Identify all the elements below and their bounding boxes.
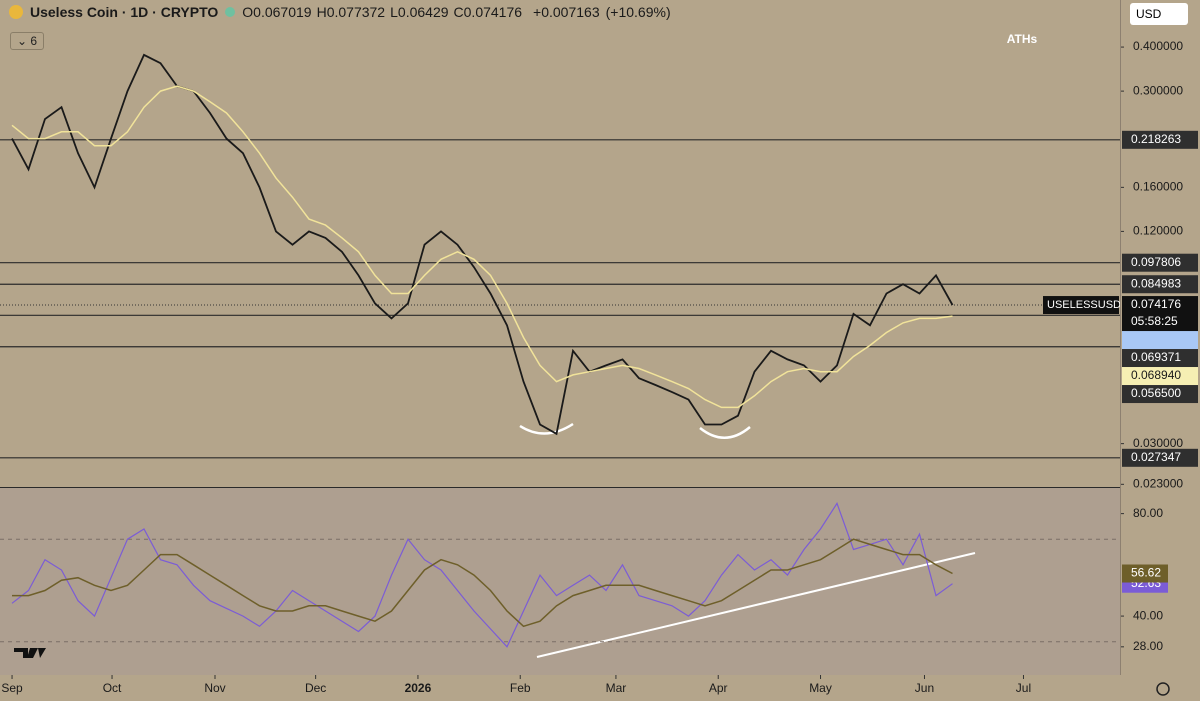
ohlc: O0.067019 H0.077372 L0.06429 C0.074176: [242, 4, 527, 20]
price-tag-bg: [1122, 385, 1198, 404]
status-dot: [225, 7, 236, 17]
ohlc-value: 0.074176: [463, 4, 523, 20]
annotation-curve: [519, 422, 574, 435]
y-tick-label: 0.400000: [1133, 39, 1183, 53]
y-tick-label: 40.00: [1133, 608, 1163, 622]
value-tag-bg: [1122, 574, 1168, 593]
annotation: ATHs: [1007, 32, 1038, 46]
y-tick-label: 0.030000: [1133, 436, 1183, 450]
currency: USD: [1136, 7, 1162, 21]
series-line: [11, 53, 954, 436]
header: Useless Coin · 1D · CRYPTO O0.067019 H0.0…: [8, 4, 671, 20]
ohlc-label: H: [316, 4, 327, 20]
ohlc-value: 0.077372: [326, 4, 386, 20]
x-tick-label: Mar: [606, 681, 627, 695]
change-pct: (+10.69%): [605, 4, 671, 20]
price-tag-bg: [1122, 349, 1198, 368]
price-tag: 0.074176: [1131, 297, 1181, 311]
ohlc-label: L: [390, 4, 398, 20]
y-tick-label: 0.120000: [1133, 224, 1183, 238]
series-line: [12, 538, 953, 628]
currency-select[interactable]: USD: [1130, 3, 1188, 25]
logo: [14, 648, 46, 658]
price-tag-bg: [1122, 331, 1198, 350]
price-tag: 0.069371: [1131, 350, 1181, 364]
price-tag-bg: [1122, 367, 1198, 386]
indicator-count: 6: [30, 34, 38, 48]
price-tag-bg: [1122, 448, 1198, 467]
x-tick-label: Apr: [709, 681, 728, 695]
symbol-tag-bg: [1043, 296, 1119, 315]
price-tag: 0.068940: [1131, 368, 1181, 382]
x-tick-label: 2026: [405, 681, 432, 695]
x-tick-label: May: [809, 681, 832, 695]
series-line: [11, 85, 953, 409]
trend-line: [536, 552, 976, 658]
value-tag-bg: [1122, 564, 1168, 583]
x-tick-label: Feb: [510, 681, 531, 695]
x-tick-label: Jun: [915, 681, 934, 695]
settings-icon[interactable]: [1156, 682, 1170, 696]
price-tag-bg: [1122, 296, 1198, 333]
price-tag-bg: [1122, 253, 1198, 272]
x-tick-label: Nov: [204, 681, 225, 695]
x-tick-label: Sep: [1, 681, 23, 695]
y-tick-label: 28.00: [1133, 639, 1163, 653]
ohlc-value: 0.067019: [253, 4, 312, 20]
y-tick-label: 0.300000: [1133, 83, 1183, 97]
x-tick-label: Dec: [305, 681, 326, 695]
price-tag: 0.027347: [1131, 450, 1181, 464]
ohlc-label: O: [242, 4, 254, 20]
symbol-title: Useless Coin · 1D · CRYPTO: [30, 4, 219, 20]
price-tag: 0.218263: [1131, 132, 1181, 146]
value-tag: 56.62: [1131, 566, 1161, 580]
ohlc-label: C: [453, 4, 464, 20]
series-line: [11, 502, 953, 648]
change: +0.007163: [533, 4, 600, 20]
price-tag-bg: [1122, 275, 1198, 294]
x-tick-label: Jul: [1016, 681, 1031, 695]
x-tick-label: Oct: [103, 681, 122, 695]
y-tick-label: 0.023000: [1133, 476, 1183, 490]
ohlc-value: 0.06429: [397, 4, 449, 20]
annotation-curve: [699, 426, 751, 439]
y-tick-label: 0.160000: [1133, 180, 1183, 194]
indicator-toggle[interactable]: ⌄ 6: [10, 32, 45, 50]
rsi-pane-bg: [0, 488, 1120, 675]
price-tag: 0.084983: [1131, 276, 1181, 290]
price-tag: 0.056500: [1131, 386, 1181, 400]
price-tag-bg: [1122, 130, 1198, 149]
symbol-tag: USELESSUSD: [1047, 299, 1121, 311]
price-tag: 0.097806: [1131, 255, 1181, 269]
coin-icon: [9, 5, 23, 19]
y-tick-label: 80.00: [1133, 506, 1163, 520]
value-tag: 52.63: [1131, 576, 1161, 590]
countdown: 05:58:25: [1131, 314, 1178, 328]
